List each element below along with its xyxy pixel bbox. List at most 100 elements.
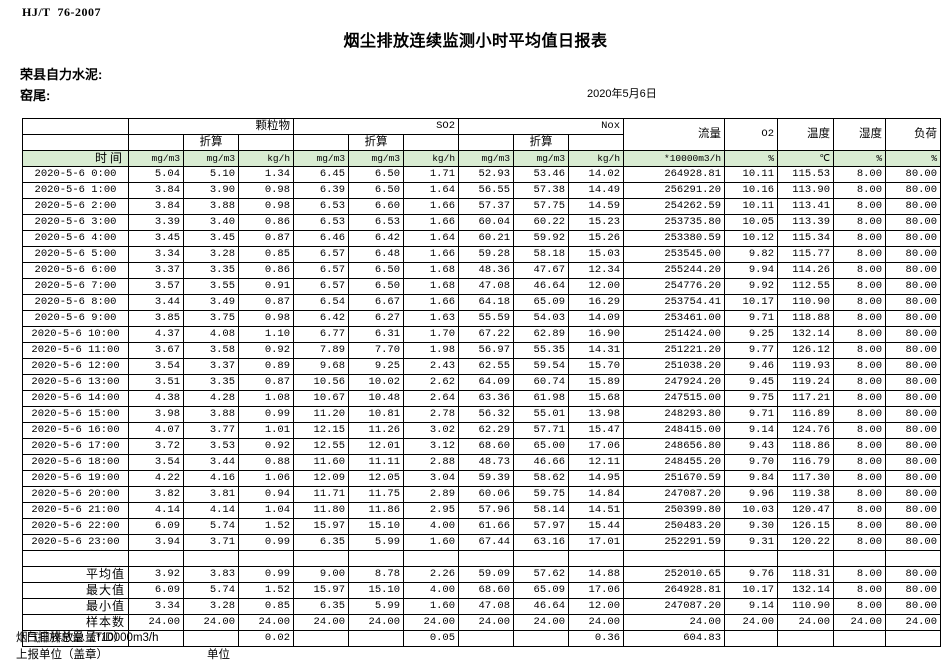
spacer-cell <box>128 550 185 567</box>
unit-p-mgm3: mg/m3 <box>128 150 185 167</box>
cell-value-4: 11.26 <box>348 422 405 439</box>
cell-value-7: 58.62 <box>513 470 570 487</box>
cell-value-1: 3.71 <box>183 534 240 551</box>
spacer-cell <box>21 550 130 567</box>
header-o2: O2 <box>724 118 779 151</box>
cell-value-1: 3.88 <box>183 406 240 423</box>
cell-value-13: 80.00 <box>885 502 942 519</box>
unit-temperature: ℃ <box>777 150 835 167</box>
cell-summary-value-13: 80.00 <box>885 566 942 583</box>
cell-value-3: 11.20 <box>293 406 350 423</box>
cell-time: 2020-5-6 23:00 <box>21 534 130 551</box>
cell-value-2: 1.52 <box>238 518 295 535</box>
cell-value-1: 3.49 <box>183 294 240 311</box>
cell-summary-value-10: 9.14 <box>724 598 779 615</box>
cell-value-5: 2.88 <box>403 454 460 471</box>
cell-value-5: 2.62 <box>403 374 460 391</box>
table-row: 2020-5-6 4:00 3.45 3.45 0.87 6.46 6.42 1.64 60.… <box>21 230 942 247</box>
cell-value-2: 0.98 <box>238 198 295 215</box>
cell-value-0: 3.45 <box>128 230 185 247</box>
cell-daily-total-value-2: 0.02 <box>238 630 295 647</box>
cell-daily-total-value-8: 0.36 <box>568 630 625 647</box>
cell-value-8: 17.01 <box>568 534 625 551</box>
cell-value-10: 9.77 <box>724 342 779 359</box>
cell-value-7: 60.74 <box>513 374 570 391</box>
cell-summary-value-4: 8.78 <box>348 566 405 583</box>
cell-value-6: 59.28 <box>458 246 515 263</box>
cell-daily-total-label: 日排放总量（T/D） <box>21 630 130 647</box>
cell-summary-value-10: 24.00 <box>724 614 779 631</box>
cell-value-12: 8.00 <box>833 534 887 551</box>
cell-value-6: 60.21 <box>458 230 515 247</box>
cell-summary-value-0: 24.00 <box>128 614 185 631</box>
table-row: 2020-5-6 9:00 3.85 3.75 0.98 6.42 6.27 1.63 55.… <box>21 310 942 327</box>
cell-value-0: 6.09 <box>128 518 185 535</box>
cell-value-11: 117.21 <box>777 390 835 407</box>
cell-value-8: 12.34 <box>568 262 625 279</box>
cell-value-2: 0.86 <box>238 262 295 279</box>
cell-value-8: 15.68 <box>568 390 625 407</box>
unit-n-mgm3: mg/m3 <box>458 150 515 167</box>
cell-value-6: 56.97 <box>458 342 515 359</box>
cell-value-9: 248656.80 <box>623 438 726 455</box>
summary-row: 样本数 24.00 24.00 24.00 24.00 24.00 24.00 24.00 24… <box>21 614 942 631</box>
cell-value-11: 114.26 <box>777 262 835 279</box>
cell-summary-value-2: 0.85 <box>238 598 295 615</box>
subheader-s-blank2 <box>403 134 460 151</box>
cell-value-4: 6.50 <box>348 166 405 183</box>
spacer-cell <box>238 550 295 567</box>
cell-summary-value-10: 9.76 <box>724 566 779 583</box>
cell-value-13: 80.00 <box>885 230 942 247</box>
cell-value-0: 3.39 <box>128 214 185 231</box>
cell-value-12: 8.00 <box>833 230 887 247</box>
cell-value-5: 1.70 <box>403 326 460 343</box>
cell-value-9: 247924.20 <box>623 374 726 391</box>
cell-value-6: 48.73 <box>458 454 515 471</box>
subheader-n-converted: 折算 <box>513 134 570 151</box>
cell-value-13: 80.00 <box>885 214 942 231</box>
cell-time: 2020-5-6 12:00 <box>21 358 130 375</box>
cell-value-8: 12.11 <box>568 454 625 471</box>
cell-value-6: 59.39 <box>458 470 515 487</box>
cell-value-13: 80.00 <box>885 518 942 535</box>
unit-p-kgh: kg/h <box>238 150 295 167</box>
cell-summary-value-0: 3.34 <box>128 598 185 615</box>
subheader-p-converted: 折算 <box>183 134 240 151</box>
cell-time: 2020-5-6 2:00 <box>21 198 130 215</box>
header-temperature: 温度 <box>777 118 835 151</box>
cell-value-4: 11.75 <box>348 486 405 503</box>
cell-value-5: 1.66 <box>403 246 460 263</box>
cell-value-5: 4.00 <box>403 518 460 535</box>
cell-value-6: 67.22 <box>458 326 515 343</box>
cell-value-11: 119.38 <box>777 486 835 503</box>
cell-value-7: 65.09 <box>513 294 570 311</box>
spacer-cell <box>568 550 625 567</box>
cell-value-2: 0.98 <box>238 182 295 199</box>
cell-summary-value-4: 15.10 <box>348 582 405 599</box>
cell-value-9: 247087.20 <box>623 486 726 503</box>
cell-value-4: 11.86 <box>348 502 405 519</box>
cell-value-4: 6.50 <box>348 278 405 295</box>
cell-value-3: 6.53 <box>293 198 350 215</box>
summary-row: 最小值 3.34 3.28 0.85 6.35 5.99 1.60 47.08 46.64 12.… <box>21 598 942 615</box>
table-row: 2020-5-6 20:00 3.82 3.81 0.94 11.71 11.75 2.89… <box>21 486 942 503</box>
cell-value-2: 0.92 <box>238 342 295 359</box>
cell-value-8: 14.09 <box>568 310 625 327</box>
cell-value-6: 56.32 <box>458 406 515 423</box>
cell-value-13: 80.00 <box>885 390 942 407</box>
cell-value-3: 6.57 <box>293 246 350 263</box>
cell-value-6: 56.55 <box>458 182 515 199</box>
cell-summary-value-2: 0.99 <box>238 566 295 583</box>
cell-value-10: 9.25 <box>724 326 779 343</box>
cell-value-3: 6.57 <box>293 262 350 279</box>
cell-value-10: 9.82 <box>724 246 779 263</box>
cell-value-9: 248293.80 <box>623 406 726 423</box>
cell-summary-value-11: 24.00 <box>777 614 835 631</box>
cell-value-13: 80.00 <box>885 422 942 439</box>
cell-value-7: 62.89 <box>513 326 570 343</box>
cell-value-8: 14.59 <box>568 198 625 215</box>
cell-summary-value-9: 252010.65 <box>623 566 726 583</box>
emission-data-table: 颗粒物 SO2 Nox 流量 O2 温度 湿度 负荷 折算 折算 折算 <box>21 118 942 647</box>
cell-value-13: 80.00 <box>885 246 942 263</box>
cell-value-7: 55.35 <box>513 342 570 359</box>
